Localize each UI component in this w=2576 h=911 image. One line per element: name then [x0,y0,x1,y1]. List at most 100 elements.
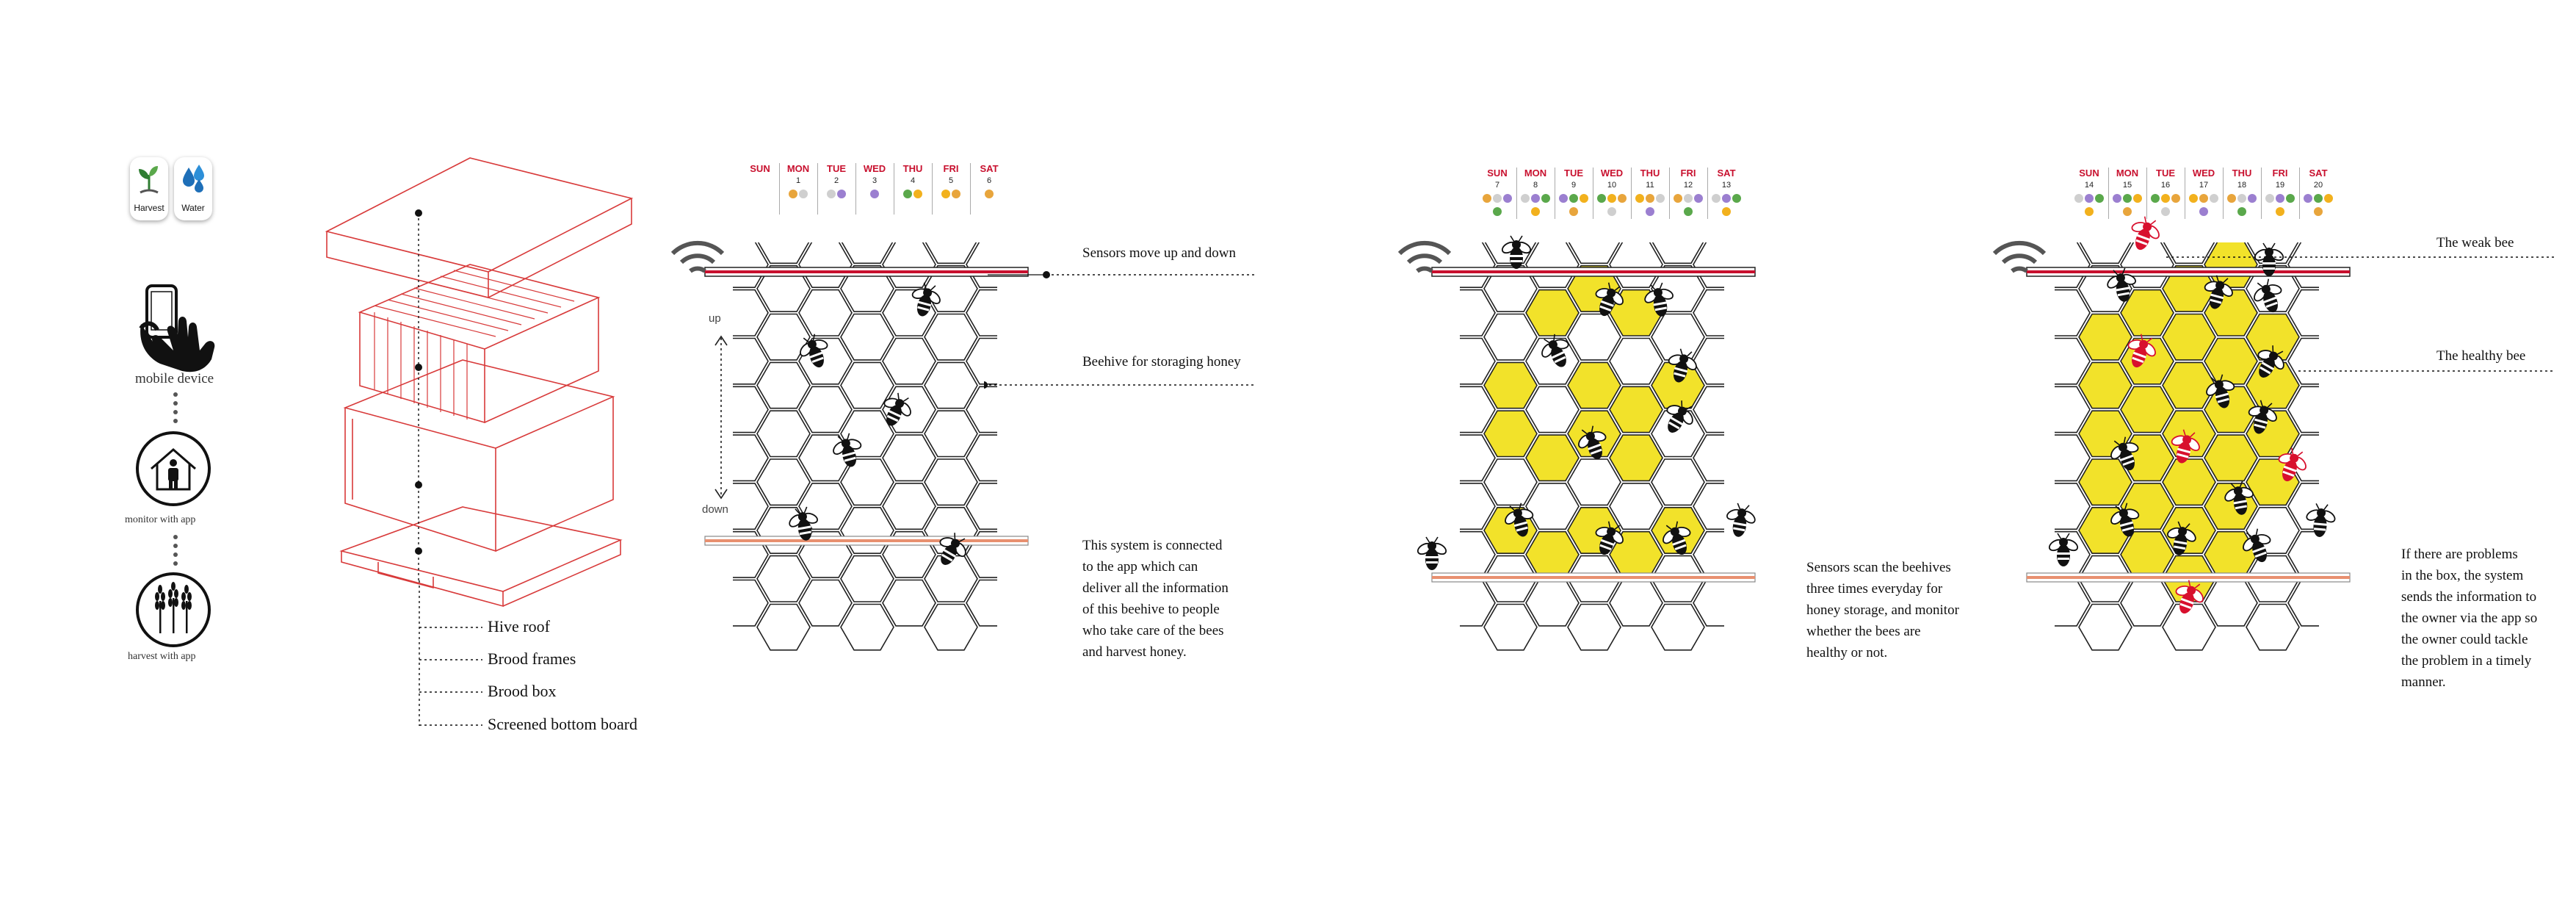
weather-icon [2237,206,2246,216]
hex-cell [2078,603,2132,651]
weak-bee [2171,429,2200,464]
honey-cell [2162,313,2216,361]
hex-cell [1735,314,1788,360]
hex-cell [2055,434,2091,482]
day-date: 2 [833,176,839,185]
hand-phone-icon [139,284,215,372]
calendar-day[interactable]: THU 18 [2225,168,2259,218]
calendar-day[interactable]: MON 8 [1519,168,1552,218]
hex-cell [2162,603,2216,651]
day-date: 12 [1683,181,1693,190]
weather-icon [1541,193,1550,203]
honey-cell [2078,361,2132,409]
calendar-day[interactable]: WED 17 [2187,168,2221,218]
weather-icon [2314,193,2323,203]
day-name: SUN [750,163,770,174]
weather-icon [2085,193,2094,203]
bee [883,392,911,426]
calendar-day[interactable]: FRI 12 [1671,168,1705,218]
calendar-day[interactable]: SUN [743,163,777,176]
calendar-day[interactable]: TUE 16 [2149,168,2182,218]
hex-cell [1693,434,1724,482]
hex-cell [966,289,997,336]
weather-icon [2227,193,2236,203]
day-date: 11 [1646,181,1654,190]
bee [2257,345,2284,378]
bottom-sensor-strip [705,539,1028,542]
calendar-day[interactable]: FRI 5 [934,163,968,201]
weather-icon [1493,193,1502,203]
weather-icon [1483,193,1491,203]
weather-icon [2314,206,2323,216]
calendar-day[interactable]: THU 4 [896,163,930,201]
hex-cell [966,483,997,530]
weather-icon [1646,193,1654,203]
weather-icon [2133,193,2142,203]
day-date: 1 [795,176,801,185]
bee [1726,503,1756,537]
honey-cell [1483,361,1538,409]
weather-icon [2276,193,2284,203]
hex-cell [1735,459,1788,505]
calendar-day[interactable]: TUE 2 [820,163,853,201]
bee [1501,235,1532,269]
mobile-device-label: mobile device [135,371,214,386]
hex-cell [924,313,978,361]
calendar-day[interactable]: SAT 6 [972,163,1006,201]
bee [1417,536,1447,570]
weather-icon [1635,193,1644,203]
legend-brood-box: Brood box [488,682,557,700]
calendar-day[interactable]: TUE 9 [1557,168,1591,218]
weak-bee-label: The weak bee [2436,235,2514,251]
hex-cell [1693,386,1724,433]
weather-icon [2304,193,2312,203]
calendar-day[interactable]: WED 3 [858,163,891,201]
day-date: 9 [1571,181,1577,190]
hex-cell [1460,289,1496,336]
weather-icon [2085,206,2094,216]
calendar-day[interactable]: FRI 19 [2263,168,2297,218]
weather-icon [1684,193,1693,203]
calendar-day[interactable]: SAT 13 [1710,168,1743,218]
bee [1595,521,1624,555]
hex-cell [2055,483,2091,530]
hex-cell [2120,579,2174,627]
calendar-separator [2299,168,2300,219]
hex-cell [1460,579,1496,627]
water-app-label: Water [181,203,205,213]
hex-cell [798,289,853,336]
hex-cell [733,579,769,627]
hex-cell [966,337,997,385]
legend-screened-bottom-board: Screened bottom board [488,715,638,733]
weak-bee [2131,216,2160,251]
water-app-tile[interactable]: Water [174,157,212,220]
wifi-icon [670,240,725,273]
hex-cell [1693,579,1724,627]
calendar-day[interactable]: MON 15 [2110,168,2144,218]
bee [800,334,828,368]
calendar-day[interactable]: MON 1 [781,163,815,201]
weather-icons [2187,192,2221,218]
weather-icon [952,189,960,198]
hex-cell [757,242,810,264]
bee [833,433,862,467]
calendar-day[interactable]: SAT 20 [2301,168,2335,218]
day-name: SAT [1717,168,1736,179]
weather-icons [2301,192,2335,218]
harvest-app-tile[interactable]: Harvest [130,157,168,220]
day-date: 13 [1721,181,1732,190]
honey-cell [2120,530,2174,578]
weather-icon [2276,206,2284,216]
calendar-day[interactable]: THU 11 [1633,168,1667,218]
legend-hive-roof: Hive roof [488,617,550,635]
calendar-day[interactable]: SUN 7 [1480,168,1514,218]
hex-cell [1008,459,1061,505]
hex-cell [840,361,894,409]
calendar-day[interactable]: SUN 14 [2072,168,2106,218]
day-date: 19 [2275,181,2285,190]
hex-cell [1651,458,1705,506]
day-name: SAT [980,163,999,174]
calendar-day[interactable]: WED 10 [1595,168,1629,218]
honey-cell [1609,434,1663,482]
weak-bee [2175,580,2204,614]
